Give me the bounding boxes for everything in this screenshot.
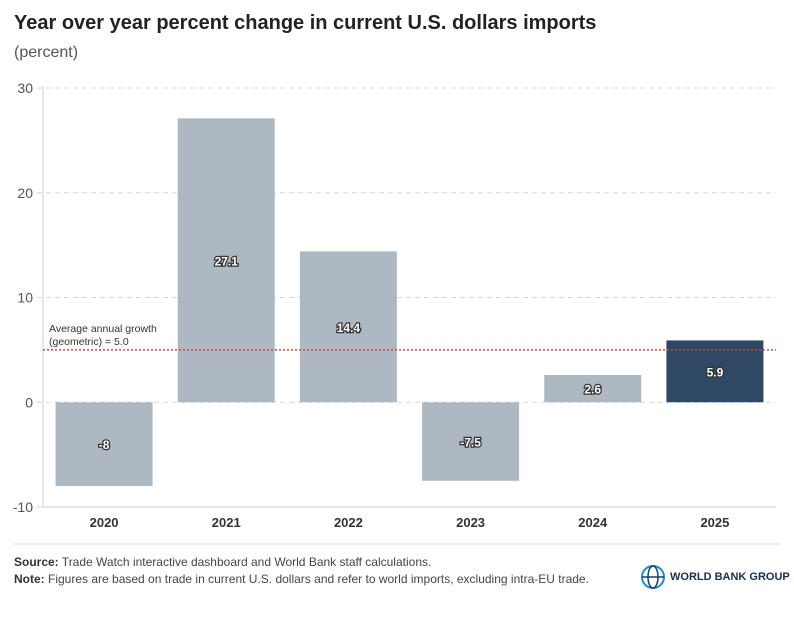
y-tick-label: -10: [13, 499, 33, 515]
y-tick-label: 0: [25, 394, 33, 410]
footer-notes: Source: Trade Watch interactive dashboar…: [14, 554, 614, 588]
bar: [55, 402, 153, 487]
world-bank-logo: WORLD BANK GROUP: [640, 564, 790, 590]
x-tick-label: 2021: [212, 515, 241, 530]
average-growth-label: Average annual growth: [49, 323, 157, 335]
y-tick-label: 20: [17, 185, 33, 201]
bar: [544, 375, 642, 403]
x-tick-label: 2024: [578, 515, 608, 530]
logo-text: WORLD BANK GROUP: [670, 571, 790, 583]
x-tick-label: 2020: [90, 515, 119, 530]
source-text: Trade Watch interactive dashboard and Wo…: [58, 555, 432, 569]
data-label: -8: [99, 438, 110, 452]
y-tick-label: 10: [17, 290, 33, 306]
x-tick-label: 2022: [334, 515, 363, 530]
data-label: 27.1: [215, 254, 239, 268]
bar: [299, 251, 397, 403]
data-label: 5.9: [707, 365, 724, 379]
note-text: Figures are based on trade in current U.…: [44, 572, 589, 586]
x-tick-label: 2025: [700, 515, 729, 530]
data-label: 14.4: [337, 321, 361, 335]
data-label: 2.6: [584, 383, 601, 397]
average-growth-label: (geometric) = 5.0: [49, 336, 129, 348]
note-label: Note:: [14, 572, 45, 586]
x-tick-label: 2023: [456, 515, 485, 530]
data-label: -7.5: [460, 436, 481, 450]
source-label: Source:: [14, 555, 59, 569]
bar: [422, 402, 520, 481]
chart-title: Year over year percent change in current…: [14, 12, 597, 34]
globe-icon: [641, 565, 665, 589]
bar: [177, 118, 275, 403]
y-tick-label: 30: [17, 80, 33, 96]
chart-subtitle: (percent): [14, 44, 79, 61]
bar: [666, 340, 764, 403]
